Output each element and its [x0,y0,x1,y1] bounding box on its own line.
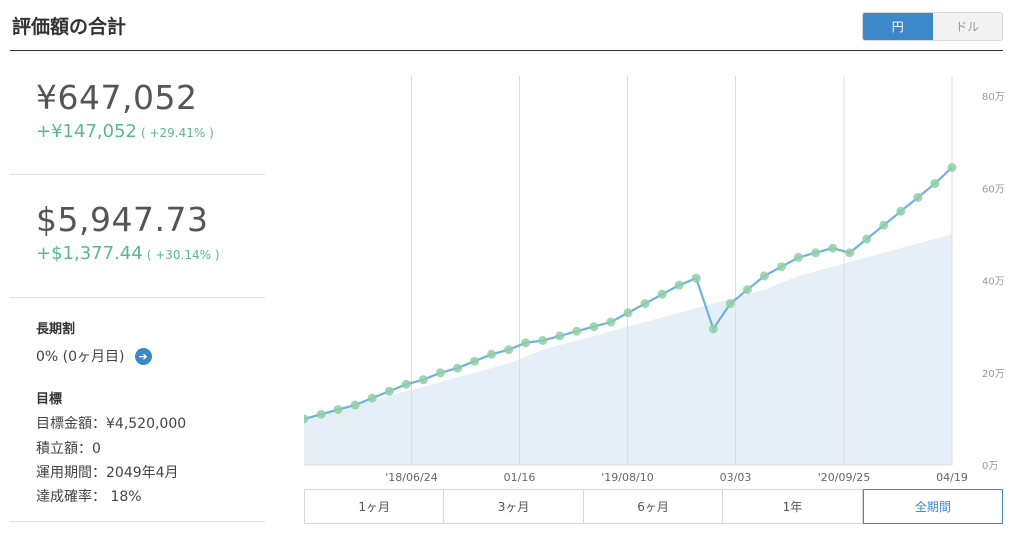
data-point [589,322,599,332]
data-point [555,331,565,341]
data-point [845,248,855,258]
data-point [794,252,803,262]
goal-probability: 達成確率： 18% [36,489,142,505]
data-point [879,220,889,230]
jpy-summary: ¥647,052 +¥147,052( +29.41% ) [10,78,265,142]
header-divider [10,50,1003,51]
jpy-amount: ¥647,052 [36,78,198,117]
data-point [304,414,309,424]
data-point [435,368,445,378]
arrow-right-icon[interactable]: ➔ [134,347,152,365]
data-point [913,193,923,202]
y-tick-label: 80万 [982,92,1005,103]
data-point [930,179,940,189]
summary-divider [10,521,265,522]
period-selector[interactable]: 1ヶ月 3ヶ月 6ヶ月 1年 全期間 [304,489,1004,524]
data-point [947,163,957,172]
data-point [896,206,906,216]
period-all-button[interactable]: 全期間 [862,489,1004,524]
period-3m-button[interactable]: 3ヶ月 [444,490,584,523]
data-point [674,280,684,290]
currency-usd-button[interactable]: ドル [932,13,1002,40]
long-term-value: 0% (0ヶ月目) [36,349,125,365]
data-point [572,326,582,336]
x-tick-label: '19/08/10 [601,471,653,484]
data-point [470,356,479,366]
data-point [759,271,769,281]
jpy-change-pct: ( +29.41% ) [140,126,214,140]
usd-change-value: +$1,377.44 [36,243,143,264]
data-point [811,248,821,258]
data-point [453,363,462,373]
y-tick-label: 20万 [982,369,1005,380]
data-point [640,299,650,309]
x-tick-label: '18/06/24 [385,471,437,484]
data-point [350,400,360,410]
long-term-label: 長期割 [36,322,76,337]
usd-amount: $5,947.73 [36,200,209,239]
data-point [623,308,633,318]
data-point [708,324,718,334]
x-tick-label: 01/16 [504,471,536,484]
x-tick-label: 04/19 [936,471,968,484]
valuation-chart: 0万 20万 40万 60万 80万 '18/06/24 01/16 '19/08/10 03/… [304,76,1022,486]
data-point [333,405,343,415]
data-point [862,234,872,244]
x-tick-label: '20/09/25 [818,471,870,484]
currency-toggle[interactable]: 円 ドル [862,12,1003,41]
currency-jpy-button[interactable]: 円 [863,13,933,40]
y-tick-label: 0万 [982,461,998,472]
period-1y-button[interactable]: 1年 [723,490,863,523]
usd-change: +$1,377.44( +30.14% ) [10,243,265,264]
data-point [777,262,786,272]
data-point [504,345,514,355]
data-point [742,285,752,295]
jpy-change-value: +¥147,052 [36,121,137,142]
data-point [367,393,377,403]
jpy-change: +¥147,052( +29.41% ) [10,121,265,142]
data-point [828,243,838,253]
data-point [401,379,411,389]
summary-divider [10,174,265,175]
data-point [606,317,616,327]
summary-divider [10,297,265,298]
data-point [657,289,667,299]
page-title: 評価額の合計 [12,16,127,38]
period-6m-button[interactable]: 6ヶ月 [584,490,724,523]
data-point [538,336,548,345]
data-point [521,338,531,348]
x-tick-label: 03/03 [720,471,752,484]
usd-change-pct: ( +30.14% ) [146,248,220,262]
y-tick-label: 60万 [982,184,1005,195]
goal-contribution: 積立額：0 [36,441,101,457]
goal-target-amount: 目標金額：¥4,520,000 [36,416,187,432]
y-tick-label: 40万 [982,277,1005,288]
long-term-row: 0% (0ヶ月目) ➔ [36,346,152,366]
data-point [691,273,701,283]
goal-label: 目標 [36,392,63,407]
data-point [316,409,326,419]
usd-summary: $5,947.73 +$1,377.44( +30.14% ) [10,200,265,264]
data-point [418,375,428,385]
period-1m-button[interactable]: 1ヶ月 [305,490,445,523]
goal-period: 運用期間：2049年4月 [36,465,179,481]
data-point [725,299,735,309]
data-point [384,386,394,396]
chart-svg: 0万 20万 40万 60万 80万 '18/06/24 01/16 '19/08/10 03/… [304,76,1005,484]
data-point [487,349,497,359]
